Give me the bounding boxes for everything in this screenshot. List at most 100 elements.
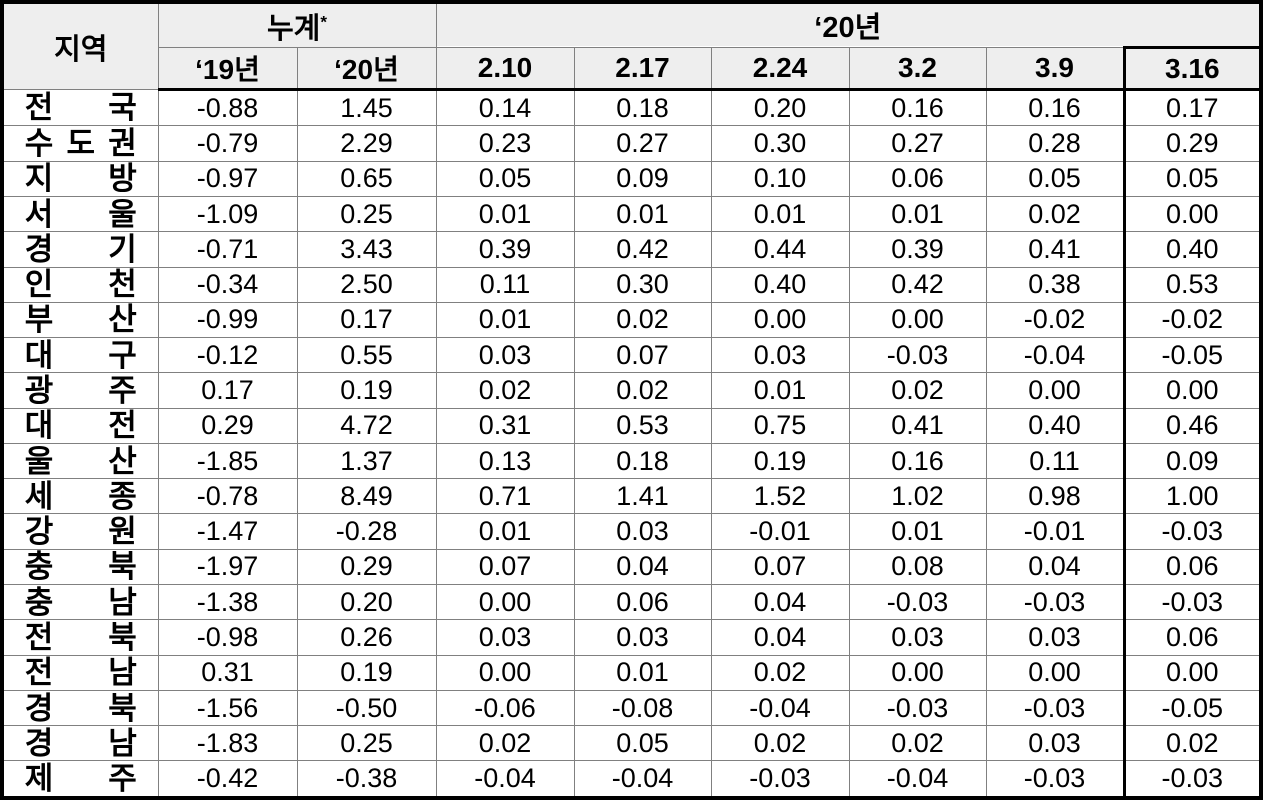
value-cell: 0.16 (848, 442, 987, 480)
value-cell: -0.78 (157, 478, 298, 515)
value-cell: 0.01 (435, 195, 575, 233)
value-cell: 0.00 (985, 372, 1125, 409)
value-cell: 0.00 (435, 584, 575, 621)
value-cell: 0.46 (1122, 407, 1262, 444)
value-cell: 0.02 (435, 725, 575, 762)
value-cell: -1.97 (157, 548, 298, 586)
value-cell: 0.19 (296, 654, 437, 691)
value-cell: 0.02 (573, 372, 712, 409)
value-cell: 0.20 (710, 88, 850, 127)
value-cell: -0.04 (710, 689, 850, 727)
value-cell: -0.01 (710, 513, 850, 550)
value-cell: -0.04 (573, 760, 712, 799)
value-cell: 0.75 (710, 407, 850, 444)
table-row: 충 남 -1.38 0.20 0.00 0.06 0.04 -0.03 -0.03 -0.03 (1, 584, 1262, 621)
value-cell: 2.29 (296, 125, 437, 162)
value-cell: 0.02 (985, 195, 1125, 233)
table-row: 경 북 -1.56 -0.50 -0.06 -0.08 -0.04 -0.03 -0.03 -0.… (1, 689, 1262, 727)
value-cell: 0.65 (296, 160, 437, 197)
value-cell: 0.17 (1122, 88, 1262, 127)
value-cell: 0.04 (573, 548, 712, 586)
value-cell: 0.03 (848, 619, 987, 656)
value-cell: 0.07 (710, 548, 850, 586)
value-cell: 0.31 (435, 407, 575, 444)
value-cell: 0.08 (848, 548, 987, 586)
value-cell: 0.01 (710, 195, 850, 233)
footnote-asterisk: * (320, 11, 327, 31)
value-cell: -0.28 (296, 513, 437, 550)
table-header: 지역 누계* ‘20년 ‘19년 ‘20년 2.10 2.17 2.24 3.2… (1, 1, 1262, 91)
value-cell: 0.02 (848, 725, 987, 762)
value-cell: 0.03 (985, 619, 1125, 656)
value-cell: 2.50 (296, 266, 437, 303)
value-cell: -0.71 (157, 231, 298, 268)
value-cell: 0.03 (435, 619, 575, 656)
value-cell: 3.43 (296, 231, 437, 268)
value-cell: -0.02 (985, 301, 1125, 339)
value-cell: 0.71 (435, 478, 575, 515)
value-cell: -0.03 (1122, 513, 1262, 550)
value-cell: 0.02 (710, 725, 850, 762)
table-row: 서 울 -1.09 0.25 0.01 0.01 0.01 0.01 0.02 0.00 (1, 195, 1262, 233)
value-cell: 0.41 (848, 407, 987, 444)
value-cell: -0.03 (985, 760, 1125, 799)
value-cell: -0.34 (157, 266, 298, 303)
value-cell: -0.06 (435, 689, 575, 727)
value-cell: 0.25 (296, 195, 437, 233)
value-cell: -0.03 (985, 584, 1125, 621)
table-row: 경 남 -1.83 0.25 0.02 0.05 0.02 0.02 0.03 0.02 (1, 725, 1262, 762)
value-cell: -0.42 (157, 760, 298, 799)
value-cell: 0.07 (573, 337, 712, 374)
table-body: 전 국 -0.88 1.45 0.14 0.18 0.20 0.16 0.16 0.17 수 도 권 -0… (1, 88, 1262, 799)
value-cell: 0.00 (848, 654, 987, 691)
subheader-0224: 2.24 (710, 47, 850, 91)
value-cell: 0.01 (435, 301, 575, 339)
value-cell: 0.01 (848, 195, 987, 233)
value-cell: 0.40 (1122, 231, 1262, 268)
value-cell: 0.01 (435, 513, 575, 550)
table-row: 전 국 -0.88 1.45 0.14 0.18 0.20 0.16 0.16 0.17 (1, 88, 1262, 127)
value-cell: -1.38 (157, 584, 298, 621)
table-row: 대 전 0.29 4.72 0.31 0.53 0.75 0.41 0.40 0.46 (1, 407, 1262, 444)
value-cell: 0.20 (296, 584, 437, 621)
value-cell: -0.03 (710, 760, 850, 799)
value-cell: 0.31 (157, 654, 298, 691)
table-row: 인 천 -0.34 2.50 0.11 0.30 0.40 0.42 0.38 0.53 (1, 266, 1262, 303)
value-cell: -1.85 (157, 442, 298, 480)
subheader-0217: 2.17 (573, 47, 712, 91)
value-cell: 0.39 (848, 231, 987, 268)
value-cell: 0.42 (848, 266, 987, 303)
value-cell: 0.03 (435, 337, 575, 374)
value-cell: 0.00 (848, 301, 987, 339)
subheader-0210: 2.10 (435, 47, 575, 91)
value-cell: -0.08 (573, 689, 712, 727)
table-row: 대 구 -0.12 0.55 0.03 0.07 0.03 -0.03 -0.04 -0.05 (1, 337, 1262, 374)
value-cell: 0.01 (573, 654, 712, 691)
value-cell: 0.06 (848, 160, 987, 197)
table-row: 충 북 -1.97 0.29 0.07 0.04 0.07 0.08 0.04 0.06 (1, 548, 1262, 586)
value-cell: 0.06 (1122, 619, 1262, 656)
subheader-y20: ‘20년 (296, 47, 437, 91)
value-cell: 0.42 (573, 231, 712, 268)
